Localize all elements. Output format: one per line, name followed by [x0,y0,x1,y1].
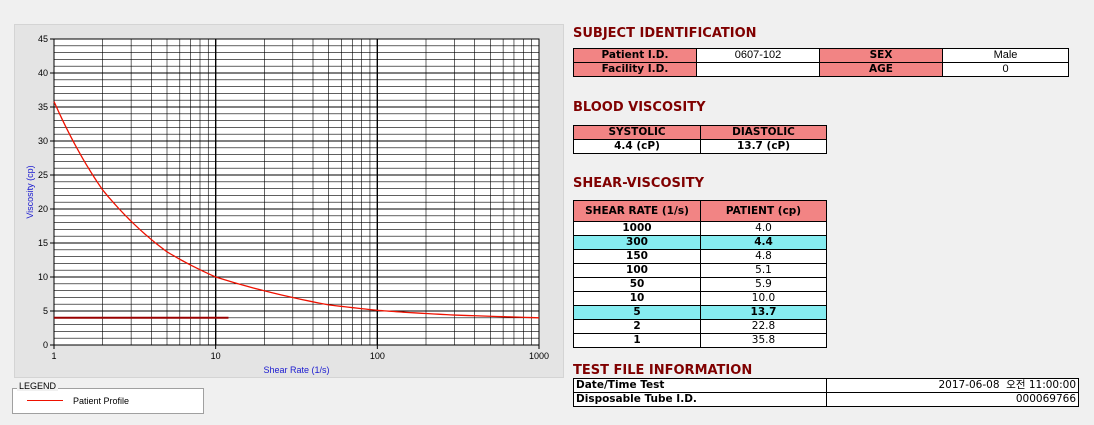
x-tick-label: 10 [211,351,221,361]
viscosity-chart-panel: 0 5 10 15 20 25 30 35 40 45 1 10 100 1000 Shear Rate (… [14,24,564,378]
subject-identification-title: SUBJECT IDENTIFICATION [573,26,757,41]
legend-entry-patient-profile: Patient Profile [73,396,130,406]
shear-rate-cell: 2 [573,319,701,334]
datetime-test-label: Date/Time Test [573,378,827,393]
patient-value-cell: 13.7 [700,305,827,320]
patient-cp-header: PATIENT (cp) [700,200,827,222]
datetime-test-value: 2017-06-08 오전 11:00:00 [826,378,1079,393]
shear-rate-cell: 5 [573,305,701,320]
shear-viscosity-table: SHEAR RATE (1/s) PATIENT (cp) 1000 4.0 30… [573,200,827,348]
blood-viscosity-title: BLOOD VISCOSITY [573,100,706,115]
facility-id-value [696,62,820,77]
legend: LEGEND Patient Profile [12,381,204,414]
y-tick-label: 15 [38,238,48,248]
patient-value-cell: 4.8 [700,249,827,264]
y-tick-label: 35 [38,102,48,112]
test-file-information-title: TEST FILE INFORMATION [573,363,753,378]
systolic-label: SYSTOLIC [573,125,701,140]
y-tick-label: 10 [38,272,48,282]
x-tick-label: 1 [51,351,56,361]
table-row: 50 5.9 [573,277,827,292]
y-tick-label: 25 [38,170,48,180]
shear-rate-cell: 1 [573,333,701,348]
table-row: 2 22.8 [573,319,827,334]
shear-viscosity-title: SHEAR-VISCOSITY [573,176,704,191]
y-tick-label: 5 [43,306,48,316]
disposable-tube-id-value: 000069766 [826,392,1079,407]
patient-value-cell: 4.0 [700,221,827,236]
table-row: 5 13.7 [573,305,827,320]
y-axis-label: Viscosity (cp) [25,165,35,218]
x-axis-label: Shear Rate (1/s) [263,365,329,375]
age-label: AGE [819,62,943,77]
shear-rate-cell: 100 [573,263,701,278]
table-row: 150 4.8 [573,249,827,264]
shear-rate-cell: 300 [573,235,701,250]
patient-id-label: Patient I.D. [573,48,697,63]
patient-id-value: 0607-102 [696,48,820,63]
shear-rate-cell: 1000 [573,221,701,236]
table-row: 300 4.4 [573,235,827,250]
diastolic-value: 13.7 (cP) [700,139,827,154]
table-row: 10 10.0 [573,291,827,306]
patient-value-cell: 35.8 [700,333,827,348]
sex-value: Male [942,48,1069,63]
age-value: 0 [942,62,1069,77]
x-tick-label: 1000 [529,351,549,361]
y-tick-label: 40 [38,68,48,78]
y-tick-label: 45 [38,34,48,44]
blood-viscosity-table: SYSTOLIC DIASTOLIC 4.4 (cP) 13.7 (cP) [573,125,827,154]
sex-label: SEX [819,48,943,63]
systolic-value: 4.4 (cP) [573,139,701,154]
test-file-information-table: Date/Time Test 2017-06-08 오전 11:00:00 Di… [573,378,1079,407]
shear-rate-cell: 150 [573,249,701,264]
patient-value-cell: 10.0 [700,291,827,306]
plot-area [53,38,540,346]
legend-title: LEGEND [17,381,59,391]
shear-rate-cell: 10 [573,291,701,306]
viscosity-chart: 0 5 10 15 20 25 30 35 40 45 1 10 100 1000 Shear Rate (… [25,34,549,375]
table-row: 1000 4.0 [573,221,827,236]
patient-value-cell: 5.1 [700,263,827,278]
subject-identification-table: Patient I.D. 0607-102 SEX Male Facility … [573,48,1069,77]
shear-rate-header: SHEAR RATE (1/s) [573,200,701,222]
x-tick-label: 100 [370,351,385,361]
diastolic-label: DIASTOLIC [700,125,827,140]
y-tick-label: 0 [43,340,48,350]
shear-rate-cell: 50 [573,277,701,292]
disposable-tube-id-label: Disposable Tube I.D. [573,392,827,407]
patient-value-cell: 5.9 [700,277,827,292]
facility-id-label: Facility I.D. [573,62,697,77]
y-tick-label: 20 [38,204,48,214]
table-row: 100 5.1 [573,263,827,278]
y-tick-label: 30 [38,136,48,146]
legend-line-swatch [27,400,63,401]
patient-value-cell: 4.4 [700,235,827,250]
table-row: 1 35.8 [573,333,827,348]
patient-value-cell: 22.8 [700,319,827,334]
series-line-patient-profile [53,101,540,319]
